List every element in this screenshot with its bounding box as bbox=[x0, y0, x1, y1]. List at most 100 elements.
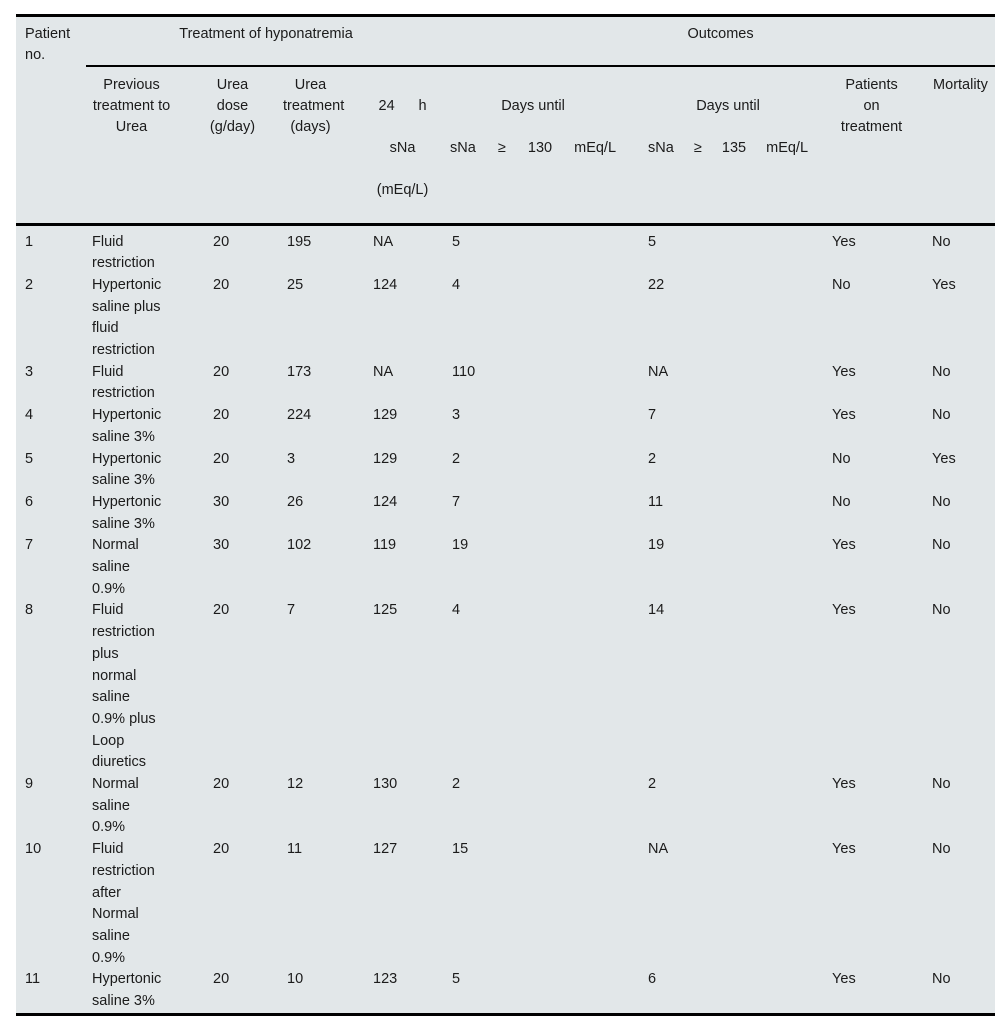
cell-patients-on-treatment: Yes bbox=[832, 776, 856, 793]
cell-patients-on-treatment: No bbox=[832, 493, 851, 510]
cell-days-until-sna-135: NA bbox=[648, 363, 669, 380]
cell-previous-treatment: Fluid restriction bbox=[92, 363, 155, 402]
cell-previous-treatment: Hypertonic saline 3% bbox=[92, 407, 162, 445]
cell-previous-treatment: Normal saline 0.9% bbox=[92, 537, 139, 597]
cell-urea-treatment-days: 11 bbox=[287, 841, 303, 858]
cell-urea-dose: 20 bbox=[213, 407, 230, 424]
cell-urea-dose: 20 bbox=[213, 450, 230, 467]
cell-patient-no: 1 bbox=[25, 233, 34, 250]
cell-urea-dose: 20 bbox=[213, 841, 230, 858]
cell-patient-no: 6 bbox=[25, 493, 34, 510]
cell-mortality: No bbox=[932, 537, 951, 554]
cell-patients-on-treatment: Yes bbox=[832, 537, 856, 554]
cell-mortality: No bbox=[932, 363, 951, 380]
cell-previous-treatment: Hypertonic saline plus fluid restriction bbox=[92, 276, 162, 359]
cell-days-until-sna-130: 4 bbox=[452, 602, 461, 619]
cell-urea-treatment-days: 26 bbox=[287, 493, 304, 510]
cell-days-until-sna-130: 2 bbox=[452, 450, 461, 467]
col-header-135-gte-icon: ≥ bbox=[693, 139, 702, 156]
cell-mortality: Yes bbox=[932, 450, 956, 467]
col-header-130-unit: mEq/L bbox=[574, 139, 617, 156]
cell-patients-on-treatment: Yes bbox=[832, 233, 856, 250]
col-header-135-unit: mEq/L bbox=[766, 139, 809, 156]
col-header-days-until-130-line2: sNa ≥ 130 mEq/L bbox=[450, 138, 616, 159]
col-header-days-until-135-line2: sNa ≥ 135 mEq/L bbox=[648, 138, 808, 159]
paper-table-figure: Patient no. Treatment of hyponatremia Ou… bbox=[16, 14, 996, 1016]
cell-days-until-sna-130: 15 bbox=[452, 841, 469, 858]
cell-days-until-sna-130: 4 bbox=[452, 276, 461, 293]
cell-days-until-sna-130: 2 bbox=[452, 776, 461, 793]
col-header-24h-sna-24: 24 bbox=[378, 97, 395, 114]
table-row: 11 Hypertonic saline 3% 20 10 123 5 6 Ye… bbox=[16, 969, 995, 1014]
cell-days-until-sna-130: 3 bbox=[452, 407, 461, 424]
cell-urea-dose: 30 bbox=[213, 537, 230, 554]
cell-mortality: No bbox=[932, 776, 951, 793]
cell-mortality: No bbox=[932, 602, 951, 619]
table-row: 4 Hypertonic saline 3% 20 224 129 3 7 Ye… bbox=[16, 405, 995, 448]
cell-urea-treatment-days: 12 bbox=[287, 776, 304, 793]
table-row: 1 Fluid restriction 20 195 NA 5 5 Yes No bbox=[16, 224, 995, 275]
cell-mortality: Yes bbox=[932, 276, 956, 293]
col-header-130-value: 130 bbox=[527, 139, 553, 156]
table-row: 10 Fluid restriction after Normal saline… bbox=[16, 839, 995, 969]
cell-patient-no: 10 bbox=[25, 841, 42, 858]
table-row: 5 Hypertonic saline 3% 20 3 129 2 2 No Y… bbox=[16, 449, 995, 492]
cell-24h-sna: 124 bbox=[373, 276, 398, 293]
table-row: 2 Hypertonic saline plus fluid restricti… bbox=[16, 275, 995, 362]
table-header-group-row: Patient no. Treatment of hyponatremia Ou… bbox=[16, 15, 996, 226]
col-header-135-value: 135 bbox=[721, 139, 747, 156]
col-header-130-gte-icon: ≥ bbox=[497, 139, 506, 156]
cell-patients-on-treatment: Yes bbox=[832, 363, 856, 380]
cell-days-until-sna-130: 5 bbox=[452, 971, 461, 988]
table-body: 1 Fluid restriction 20 195 NA 5 5 Yes No… bbox=[16, 224, 995, 1014]
cell-mortality: No bbox=[932, 233, 951, 250]
cell-patient-no: 5 bbox=[25, 450, 34, 467]
cell-patient-no: 3 bbox=[25, 363, 34, 380]
cell-days-until-sna-130: 110 bbox=[452, 363, 476, 380]
cell-urea-dose: 30 bbox=[213, 493, 230, 510]
cell-urea-dose: 20 bbox=[213, 233, 230, 250]
cell-days-until-sna-130: 19 bbox=[452, 537, 469, 554]
cell-24h-sna: 130 bbox=[373, 776, 398, 793]
cell-days-until-sna-135: 6 bbox=[648, 971, 657, 988]
group-header-outcomes: Outcomes bbox=[446, 15, 996, 67]
table-row: 6 Hypertonic saline 3% 30 26 124 7 11 No… bbox=[16, 492, 995, 535]
cell-urea-treatment-days: 224 bbox=[287, 407, 312, 424]
cell-days-until-sna-135: 2 bbox=[648, 450, 657, 467]
cell-24h-sna: NA bbox=[373, 233, 394, 250]
col-header-24h-sna-line3: (mEq/L) bbox=[376, 181, 429, 198]
cell-24h-sna: NA bbox=[373, 363, 394, 380]
cell-mortality: No bbox=[932, 971, 951, 988]
cell-urea-dose: 20 bbox=[213, 276, 230, 293]
cell-days-until-sna-135: 2 bbox=[648, 776, 657, 793]
cell-days-until-sna-135: 5 bbox=[648, 233, 657, 250]
cell-24h-sna: 123 bbox=[373, 971, 398, 988]
table-header: Patient no. Treatment of hyponatremia Ou… bbox=[16, 15, 996, 226]
table-row: 9 Normal saline 0.9% 20 12 130 2 2 Yes N… bbox=[16, 774, 995, 839]
patient-outcomes-table: Patient no. Treatment of hyponatremia Ou… bbox=[16, 14, 996, 1016]
cell-days-until-sna-130: 7 bbox=[452, 493, 461, 510]
cell-previous-treatment: Fluid restriction after Normal saline 0.… bbox=[92, 841, 155, 966]
cell-mortality: No bbox=[932, 407, 951, 424]
cell-patients-on-treatment: Yes bbox=[832, 841, 856, 858]
cell-24h-sna: 129 bbox=[373, 450, 398, 467]
col-header-days-until-sna-130: Days until sNa ≥ 130 mEq/L bbox=[446, 65, 643, 226]
col-header-days-until-130-line1: Days until bbox=[501, 97, 565, 114]
cell-previous-treatment: Fluid restriction plus normal saline 0.9… bbox=[92, 602, 156, 771]
col-header-urea-treatment: Urea treatment (days) bbox=[282, 65, 370, 226]
col-header-135-sna: sNa bbox=[648, 139, 674, 156]
cell-urea-treatment-days: 102 bbox=[287, 537, 312, 554]
col-header-130-sna: sNa bbox=[450, 139, 476, 156]
cell-days-until-sna-135: 14 bbox=[648, 602, 665, 619]
col-header-days-until-sna-135: Days until sNa ≥ 135 mEq/L bbox=[642, 65, 833, 226]
table-header-columns-row: Previous treatment to Urea Urea dose (g/… bbox=[16, 65, 996, 226]
cell-days-until-sna-135: 22 bbox=[648, 276, 665, 293]
cell-24h-sna: 124 bbox=[373, 493, 398, 510]
cell-patient-no: 8 bbox=[25, 602, 34, 619]
cell-patients-on-treatment: Yes bbox=[832, 971, 856, 988]
cell-patient-no: 4 bbox=[25, 407, 34, 424]
cell-urea-treatment-days: 195 bbox=[287, 233, 312, 250]
cell-urea-dose: 20 bbox=[213, 363, 230, 380]
cell-days-until-sna-135: 11 bbox=[648, 493, 664, 510]
col-header-previous-treatment: Previous treatment to Urea bbox=[86, 65, 206, 226]
